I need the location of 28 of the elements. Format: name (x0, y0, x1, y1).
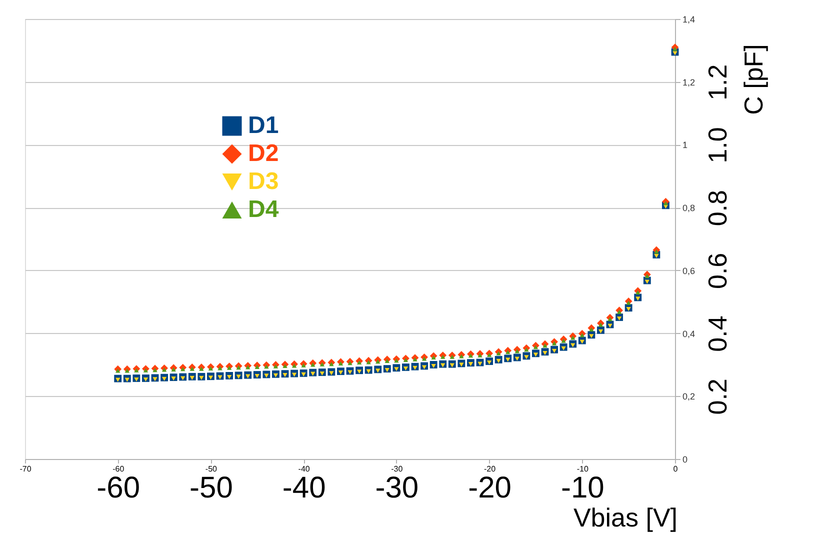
legend-label: D2 (248, 140, 279, 167)
y-tick-label: 0 (682, 454, 688, 464)
y2-tick-label: 0.2 (702, 378, 732, 415)
y2-axis-title: C [pF] (738, 44, 768, 115)
y-tick-label: 0,6 (682, 266, 696, 276)
y2-tick-label: 1.2 (702, 64, 732, 100)
x-tick-label: -20 (484, 464, 496, 474)
y-tick-label: 1,4 (682, 14, 696, 24)
y2-tick-label: 1.0 (702, 127, 732, 164)
y-tick-label: 1,2 (682, 77, 696, 88)
x-tick-label: -40 (298, 464, 310, 474)
y-tick-label: 0,8 (682, 203, 696, 214)
x-tick-label: -70 (20, 464, 32, 474)
y2-tick-label: 0.4 (702, 316, 732, 352)
x-tick-label: -60 (112, 464, 125, 474)
legend-label: D3 (248, 168, 279, 195)
legend-label: D4 (248, 196, 280, 223)
x-tick-label: -50 (205, 464, 218, 474)
legend-label: D1 (248, 112, 279, 139)
x-axis-title: Vbias [V] (573, 502, 678, 532)
y2-tick-label: 0.8 (702, 190, 732, 226)
x-tick-label: 0 (673, 464, 678, 474)
y-tick-label: 0,2 (682, 392, 696, 402)
x-tick-label: -10 (576, 464, 589, 474)
y-tick-label: 1 (682, 140, 688, 150)
y-tick-label: 0,4 (682, 328, 696, 339)
x-tick-label: -30 (391, 464, 404, 474)
y2-tick-label: 0.6 (702, 252, 732, 290)
